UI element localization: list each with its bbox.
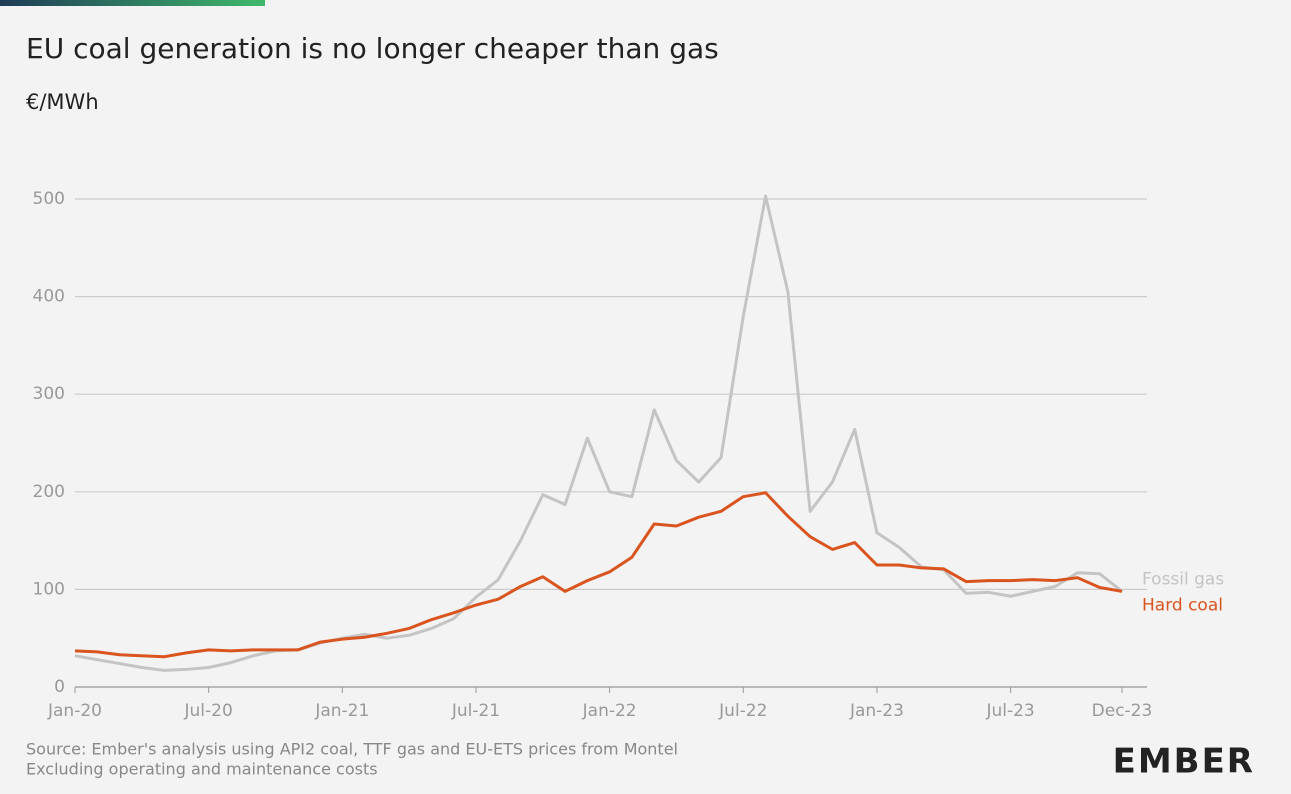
x-tick-label: Jan-20	[47, 701, 102, 721]
y-tick-label: 400	[33, 287, 65, 307]
x-tick-label: Dec-23	[1092, 701, 1153, 721]
subtitle: €/MWh	[26, 90, 99, 114]
line	[74, 194, 1123, 672]
y-tick-label: 500	[33, 189, 65, 209]
x-tick-label: Jan-22	[582, 701, 637, 721]
line	[74, 491, 1123, 659]
x-tick-label: Jul-22	[718, 701, 767, 721]
y-tick-label: 200	[33, 482, 65, 502]
x-tick-label: Jul-21	[451, 701, 500, 721]
top-bar	[0, 0, 265, 6]
y-tick-label: 300	[33, 384, 65, 404]
y-tick-label: 100	[33, 579, 65, 599]
x-tick-label: Jan-23	[849, 701, 904, 721]
logo: EMBER	[1113, 742, 1255, 782]
y-tick-label: 0	[54, 677, 65, 697]
x-tick-label: Jan-21	[314, 701, 369, 721]
series-label: Fossil gas	[1142, 569, 1224, 589]
x-tick-label: Jul-20	[184, 701, 233, 721]
series-label: Hard coal	[1142, 595, 1223, 615]
x-tick-label: Jul-23	[985, 701, 1034, 721]
note: Excluding operating and maintenance cost…	[26, 760, 378, 779]
chart-title: EU coal generation is no longer cheaper …	[26, 32, 719, 65]
source: Source: Ember's analysis using API2 coal…	[26, 740, 678, 759]
